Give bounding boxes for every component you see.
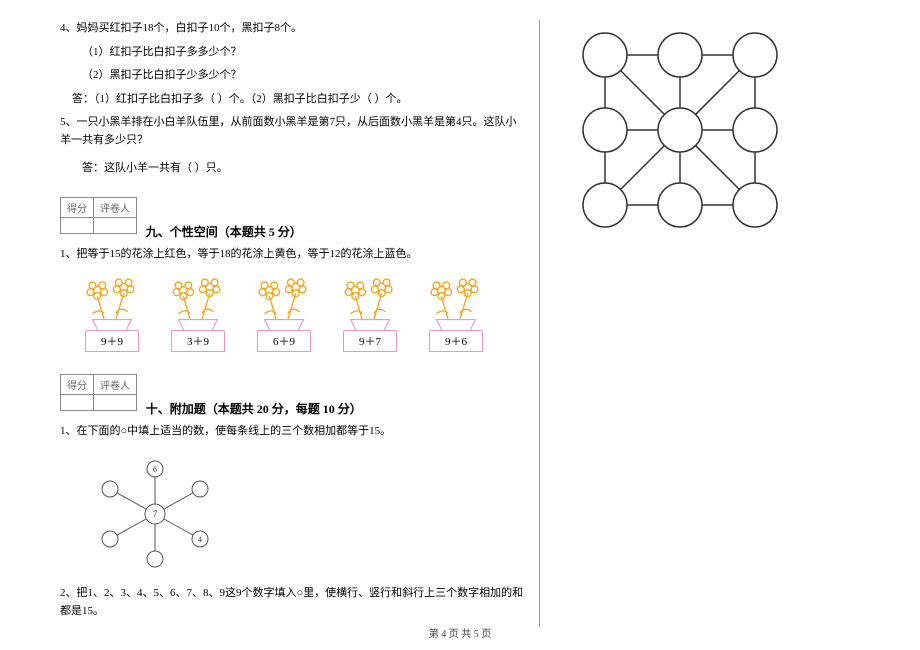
flower-icon (245, 272, 323, 332)
pot-label: 3＋9 (171, 330, 225, 352)
section10-q2: 2、把1、2、3、4、5、6、7、8、9这9个数字填入○里，使横行、竖行和斜行上… (60, 585, 524, 620)
section9-q1: 1、把等于15的花涂上红色，等于18的花涂上黄色，等于12的花涂上蓝色。 (60, 246, 524, 264)
flower-pot: 6＋9 (244, 272, 324, 352)
flower-icon (417, 272, 495, 332)
flower-icon (159, 272, 237, 332)
pot-label: 9＋9 (85, 330, 139, 352)
pot-label: 9＋6 (429, 330, 483, 352)
q4-ans: 答：（1）红扣子比白扣子多（ ）个。（2）黑扣子比白扣子少（ ）个。 (60, 91, 524, 109)
score-cell: 得分 (61, 374, 94, 394)
score-table-9: 得分 评卷人 (60, 197, 137, 234)
pot-label: 6＋9 (257, 330, 311, 352)
section9-header: 得分 评卷人 九、个性空间（本题共 5 分） (60, 183, 524, 240)
section10-title: 十、附加题（本题共 20 分，每题 10 分） (146, 402, 362, 416)
right-column (560, 20, 840, 627)
star-outer-label: 6 (153, 465, 157, 474)
grader-cell: 评卷人 (94, 374, 137, 394)
q5-ans: 答：这队小羊一共有（ ）只。 (60, 160, 524, 178)
flower-pot: 9＋6 (416, 272, 496, 352)
q5-stem: 5、一只小黑羊排在小白羊队伍里，从前面数小黑羊是第7只，从后面数小黑羊是第4只。… (60, 114, 524, 149)
left-column: 4、妈妈买红扣子18个，白扣子10个，黑扣子8个。 （1）红扣子比白扣子多多少个… (60, 20, 540, 627)
flower-row: 9＋9 3＋9 (72, 272, 524, 352)
star-outer-label: 4 (198, 535, 202, 544)
section10-header: 得分 评卷人 十、附加题（本题共 20 分，每题 10 分） (60, 360, 524, 417)
score-cell: 得分 (61, 198, 94, 218)
flower-pot: 3＋9 (158, 272, 238, 352)
pot-label: 9＋7 (343, 330, 397, 352)
star-diagram: 7 6 4 (80, 454, 230, 574)
grader-cell: 评卷人 (94, 198, 137, 218)
q4-stem: 4、妈妈买红扣子18个，白扣子10个，黑扣子8个。 (60, 20, 524, 38)
flower-pot: 9＋7 (330, 272, 410, 352)
flower-icon (331, 272, 409, 332)
grid-diagram (570, 20, 790, 240)
flower-icon (73, 272, 151, 332)
score-table-10: 得分 评卷人 (60, 374, 137, 411)
section10-q1: 1、在下面的○中填上适当的数，使每条线上的三个数相加都等于15。 (60, 423, 524, 441)
star-center-label: 7 (153, 509, 158, 519)
page-footer: 第 4 页 共 5 页 (0, 625, 920, 640)
q4-sub1: （1）红扣子比白扣子多多少个？ (60, 44, 524, 62)
q4-sub2: （2）黑扣子比白扣子少多少个？ (60, 67, 524, 85)
flower-pot: 9＋9 (72, 272, 152, 352)
section9-title: 九、个性空间（本题共 5 分） (146, 225, 302, 239)
